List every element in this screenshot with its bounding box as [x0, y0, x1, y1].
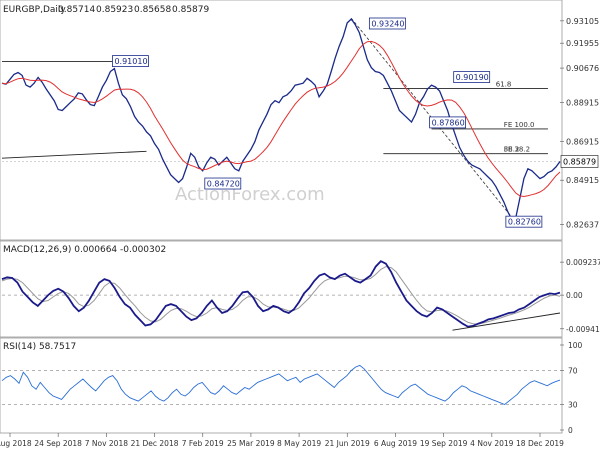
rsi-panel: RSI(14) 58.7517 100 70 30 0: [0, 337, 583, 435]
last-price-box: [560, 155, 599, 168]
rsi-y-tick-label: 0: [568, 426, 573, 435]
price-annotation-box: [204, 177, 242, 190]
macd-line: [1, 260, 561, 328]
x-tick-label: 25 Mar 2019: [227, 439, 275, 448]
x-tick-label: 21 Jun 2019: [325, 439, 370, 448]
macd-divergence-line: [452, 312, 561, 331]
fib-label: FE 100.0: [504, 121, 535, 129]
price-annotation-label: 0.87860: [432, 118, 465, 127]
price-annotation-label: 0.91010: [114, 57, 147, 66]
macd-y-tick-label: -0.009413: [566, 325, 600, 334]
price-series-line: [1, 18, 561, 221]
price-annotation-label: 0.82760: [508, 218, 541, 227]
x-tick-label: 21 Dec 2018: [131, 439, 179, 448]
macd-panel-title: MACD(12,26,9) 0.000664 -0.000302: [3, 245, 166, 255]
x-tick-label: 7 Nov 2018: [85, 439, 128, 448]
ohlc-close: 0.85879: [172, 5, 209, 15]
price-annotation-box: [368, 17, 406, 30]
fib-label: FE 38.2: [504, 146, 530, 154]
x-tick-label: 19 Sep 2019: [420, 439, 468, 448]
price-y-tick-label: 0.90676: [566, 64, 599, 73]
x-tick-label: 24 Sep 2018: [34, 439, 82, 448]
fib-label: 61.8: [496, 80, 512, 88]
x-tick-label: 9 Aug 2018: [0, 439, 32, 448]
price-annotation-label: 0.90190: [456, 73, 489, 82]
ohlc-open: 0.85714: [58, 5, 95, 15]
macd-plot-frame: [0, 240, 563, 338]
price-y-tick-label: 0.91955: [566, 39, 599, 48]
x-tick-label: 4 Nov 2019: [470, 439, 513, 448]
rsi-line: [1, 364, 561, 406]
price-y-tick-label: 0.93105: [566, 17, 599, 26]
price-annotation-box: [429, 116, 466, 129]
rsi-y-tick-label: 30: [568, 401, 578, 410]
macd-y-tick-label: 0.00: [566, 291, 583, 300]
price-annotation-label: 0.93240: [371, 20, 404, 29]
ohlc-high: 0.85923: [96, 5, 133, 15]
price-y-tick-label: 0.84915: [566, 176, 599, 185]
last-price-label: 0.85879: [563, 157, 596, 166]
price-y-tick-label: 0.86915: [566, 137, 599, 146]
ohlc-low: 0.85658: [134, 5, 171, 15]
rsi-y-tick-label: 70: [568, 367, 578, 376]
x-tick-label: 7 Feb 2019: [182, 439, 224, 448]
price-panel-title: EURGBP,Daily: [3, 5, 66, 15]
macd-y-tick-label: 0.009237: [566, 258, 600, 267]
watermark: ActionForex.com: [175, 184, 325, 205]
rsi-plot-frame: [0, 337, 563, 434]
price-annotation-label: 0.84720: [207, 180, 240, 189]
x-tick-label: 8 May 2019: [277, 439, 321, 448]
price-annotation-box: [505, 215, 543, 228]
price-panel: EURGBP,Daily 0.85714 0.85923 0.85658 0.8…: [0, 0, 599, 241]
fib-label: 38.2: [504, 146, 520, 154]
price-annotation-box: [453, 71, 491, 83]
macd-panel: MACD(12,26,9) 0.000664 -0.000302 0.00923…: [0, 240, 600, 338]
price-annotation-box: [112, 55, 149, 67]
x-tick-label: 18 Dec 2019: [516, 439, 564, 448]
rsi-y-tick-label: 100: [568, 341, 583, 350]
price-y-tick-label: 0.82637: [566, 221, 599, 230]
support-trend-line: [1, 150, 147, 159]
moving-average-line: [1, 40, 561, 198]
x-tick-label: 6 Aug 2019: [374, 439, 417, 448]
price-y-tick-label: 0.88915: [566, 98, 599, 107]
rsi-panel-title: RSI(14) 58.7517: [3, 342, 76, 352]
